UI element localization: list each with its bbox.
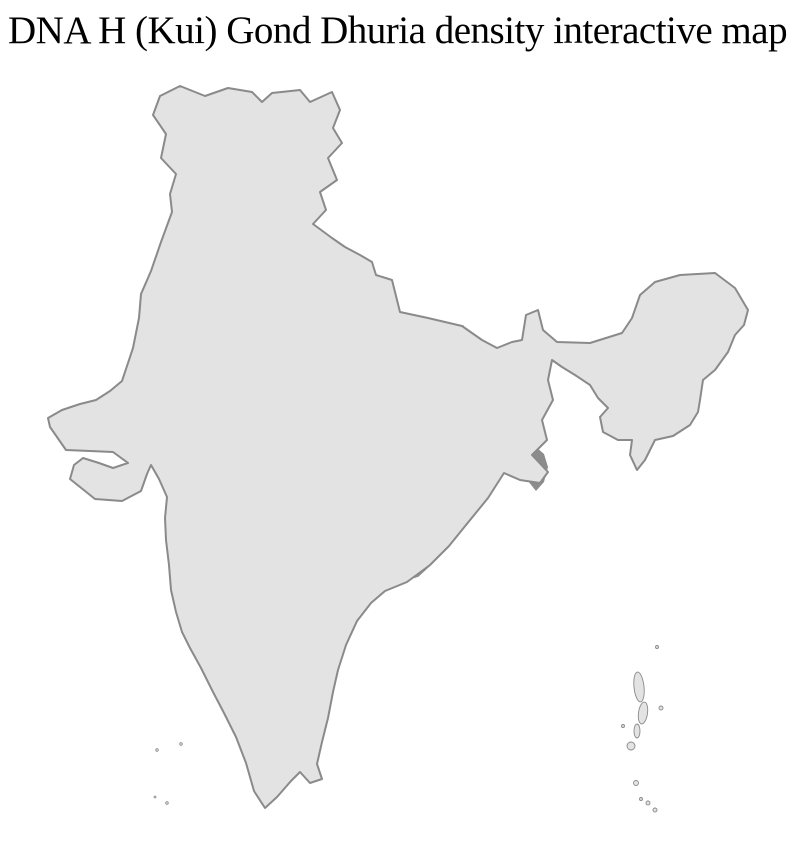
lakshadweep-islands[interactable] — [153, 742, 183, 805]
page-title: DNA H (Kui) Gond Dhuria density interact… — [8, 9, 788, 52]
andaman-nicobar-islands[interactable] — [621, 645, 664, 813]
